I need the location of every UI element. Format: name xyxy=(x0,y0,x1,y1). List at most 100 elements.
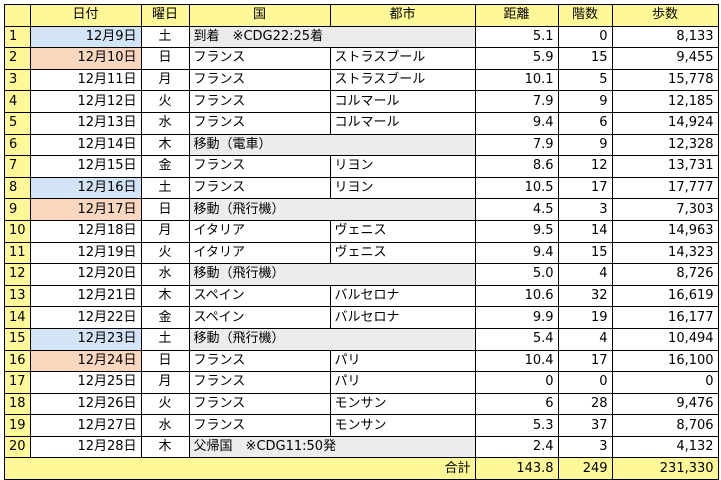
steps-cell[interactable]: 8,133 xyxy=(611,25,719,49)
steps-cell[interactable]: 9,476 xyxy=(611,392,719,416)
weekday-cell[interactable]: 水 xyxy=(140,111,190,135)
floors-cell[interactable]: 0 xyxy=(557,25,613,49)
row-number-cell[interactable]: 11 xyxy=(4,241,31,265)
steps-cell[interactable]: 12,185 xyxy=(611,90,719,113)
header-city[interactable]: 都市 xyxy=(329,4,476,27)
country-cell[interactable]: フランス xyxy=(188,47,331,70)
country-cell[interactable]: フランス xyxy=(188,349,331,373)
country-cell[interactable]: 到着 ※CDG22:25着 xyxy=(188,25,476,49)
weekday-cell[interactable]: 土 xyxy=(140,176,190,200)
date-cell[interactable]: 12月12日 xyxy=(29,90,142,113)
city-cell[interactable]: ストラスブール xyxy=(329,68,476,92)
distance-cell[interactable]: 9.4 xyxy=(474,241,559,265)
distance-cell[interactable]: 5.3 xyxy=(474,414,559,437)
row-number-cell[interactable]: 13 xyxy=(4,284,31,308)
floors-cell[interactable]: 9 xyxy=(557,90,613,113)
weekday-cell[interactable]: 日 xyxy=(140,349,190,373)
weekday-cell[interactable]: 火 xyxy=(140,392,190,416)
weekday-cell[interactable]: 水 xyxy=(140,414,190,437)
row-number-cell[interactable]: 14 xyxy=(4,306,31,329)
row-number-cell[interactable]: 10 xyxy=(4,219,31,243)
row-number-cell[interactable]: 5 xyxy=(4,111,31,135)
distance-cell[interactable]: 7.9 xyxy=(474,90,559,113)
distance-cell[interactable]: 4.5 xyxy=(474,198,559,221)
floors-cell[interactable]: 3 xyxy=(557,198,613,221)
date-cell[interactable]: 12月19日 xyxy=(29,241,142,265)
city-cell[interactable]: リヨン xyxy=(329,176,476,200)
weekday-cell[interactable]: 木 xyxy=(140,133,190,157)
total-floors[interactable]: 249 xyxy=(557,457,613,480)
weekday-cell[interactable]: 土 xyxy=(140,25,190,49)
weekday-cell[interactable]: 金 xyxy=(140,306,190,329)
country-cell[interactable]: フランス xyxy=(188,155,331,178)
distance-cell[interactable]: 5.0 xyxy=(474,263,559,286)
country-cell[interactable]: フランス xyxy=(188,414,331,437)
weekday-cell[interactable]: 金 xyxy=(140,155,190,178)
date-cell[interactable]: 12月11日 xyxy=(29,68,142,92)
floors-cell[interactable]: 37 xyxy=(557,414,613,437)
weekday-cell[interactable]: 火 xyxy=(140,241,190,265)
weekday-cell[interactable]: 水 xyxy=(140,263,190,286)
distance-cell[interactable]: 10.6 xyxy=(474,284,559,308)
row-number-cell[interactable]: 1 xyxy=(4,25,31,49)
city-cell[interactable]: モンサン xyxy=(329,414,476,437)
steps-cell[interactable]: 16,177 xyxy=(611,306,719,329)
city-cell[interactable]: バルセロナ xyxy=(329,306,476,329)
country-cell[interactable]: 移動（飛行機） xyxy=(188,327,476,351)
steps-cell[interactable]: 14,323 xyxy=(611,241,719,265)
steps-cell[interactable]: 12,328 xyxy=(611,133,719,157)
city-cell[interactable]: パリ xyxy=(329,371,476,394)
distance-cell[interactable]: 5.9 xyxy=(474,47,559,70)
floors-cell[interactable]: 4 xyxy=(557,263,613,286)
city-cell[interactable]: ヴェニス xyxy=(329,219,476,243)
total-label[interactable]: 合計 xyxy=(4,457,476,480)
row-number-cell[interactable]: 20 xyxy=(4,435,31,459)
date-cell[interactable]: 12月22日 xyxy=(29,306,142,329)
floors-cell[interactable]: 14 xyxy=(557,219,613,243)
date-cell[interactable]: 12月26日 xyxy=(29,392,142,416)
header-corner-cell[interactable] xyxy=(4,4,31,27)
distance-cell[interactable]: 10.5 xyxy=(474,176,559,200)
row-number-cell[interactable]: 19 xyxy=(4,414,31,437)
city-cell[interactable]: バルセロナ xyxy=(329,284,476,308)
row-number-cell[interactable]: 18 xyxy=(4,392,31,416)
distance-cell[interactable]: 5.1 xyxy=(474,25,559,49)
floors-cell[interactable]: 6 xyxy=(557,111,613,135)
steps-cell[interactable]: 7,303 xyxy=(611,198,719,221)
weekday-cell[interactable]: 木 xyxy=(140,284,190,308)
floors-cell[interactable]: 4 xyxy=(557,327,613,351)
country-cell[interactable]: イタリア xyxy=(188,241,331,265)
steps-cell[interactable]: 16,619 xyxy=(611,284,719,308)
steps-cell[interactable]: 13,731 xyxy=(611,155,719,178)
header-country[interactable]: 国 xyxy=(188,4,331,27)
steps-cell[interactable]: 14,963 xyxy=(611,219,719,243)
country-cell[interactable]: 移動（飛行機） xyxy=(188,263,476,286)
date-cell[interactable]: 12月20日 xyxy=(29,263,142,286)
row-number-cell[interactable]: 12 xyxy=(4,263,31,286)
country-cell[interactable]: 移動（飛行機） xyxy=(188,198,476,221)
floors-cell[interactable]: 17 xyxy=(557,349,613,373)
date-cell[interactable]: 12月25日 xyxy=(29,371,142,394)
city-cell[interactable]: リヨン xyxy=(329,155,476,178)
country-cell[interactable]: フランス xyxy=(188,371,331,394)
country-cell[interactable]: フランス xyxy=(188,90,331,113)
row-number-cell[interactable]: 8 xyxy=(4,176,31,200)
row-number-cell[interactable]: 6 xyxy=(4,133,31,157)
distance-cell[interactable]: 9.9 xyxy=(474,306,559,329)
floors-cell[interactable]: 3 xyxy=(557,435,613,459)
header-weekday[interactable]: 曜日 xyxy=(140,4,190,27)
date-cell[interactable]: 12月13日 xyxy=(29,111,142,135)
distance-cell[interactable]: 10.1 xyxy=(474,68,559,92)
country-cell[interactable]: スペイン xyxy=(188,284,331,308)
city-cell[interactable]: ストラスブール xyxy=(329,47,476,70)
weekday-cell[interactable]: 火 xyxy=(140,90,190,113)
header-steps[interactable]: 歩数 xyxy=(611,4,719,27)
city-cell[interactable]: ヴェニス xyxy=(329,241,476,265)
country-cell[interactable]: フランス xyxy=(188,68,331,92)
floors-cell[interactable]: 15 xyxy=(557,47,613,70)
city-cell[interactable]: コルマール xyxy=(329,90,476,113)
total-distance[interactable]: 143.8 xyxy=(474,457,559,480)
floors-cell[interactable]: 5 xyxy=(557,68,613,92)
date-cell[interactable]: 12月16日 xyxy=(29,176,142,200)
date-cell[interactable]: 12月27日 xyxy=(29,414,142,437)
